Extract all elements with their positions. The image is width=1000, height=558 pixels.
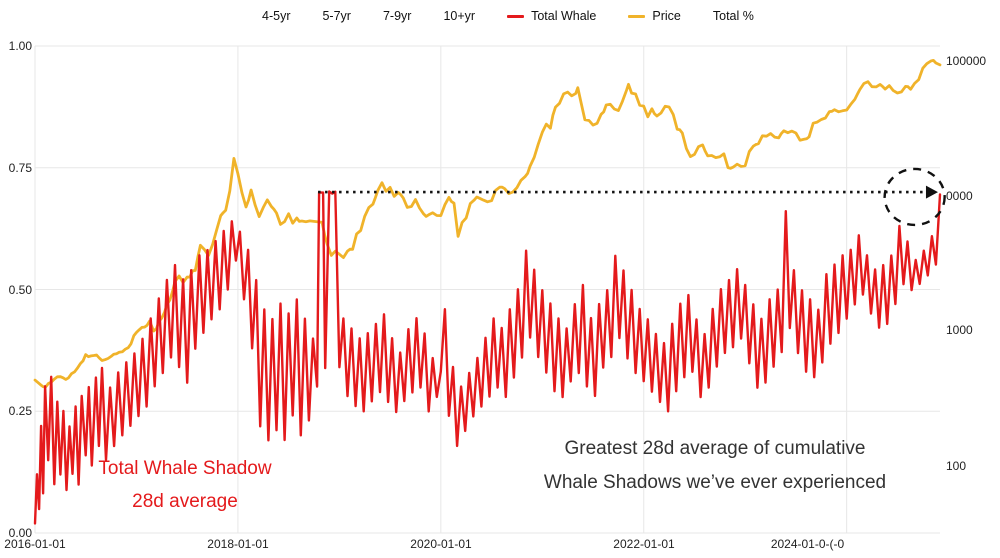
legend-item-total-whale[interactable]: Total Whale <box>507 9 596 23</box>
greatest-average-annotation-line1: Greatest 28d average of cumulative <box>564 438 866 459</box>
legend-item-7-9yr[interactable]: 7-9yr <box>382 9 412 23</box>
total-whale-line-marker-icon <box>507 14 525 18</box>
x-tick-2024: 2024-01-0-(-0 <box>770 537 845 551</box>
total-whale-line <box>33 190 942 525</box>
legend-item-5-7yr[interactable]: 5-7yr <box>322 9 351 23</box>
legend-item-price-label: Price <box>652 9 681 23</box>
legend-item-4-5yr[interactable]: 4-5yr <box>262 9 291 23</box>
arrowhead-icon <box>925 185 938 199</box>
greatest-average-annotation: Greatest 28d average of cumulative Whale… <box>485 432 945 500</box>
legend-item-total-pct[interactable]: Total % <box>712 9 754 23</box>
left-tick-0-00: 0.00 <box>8 526 32 540</box>
left-tick-0-25: 0.25 <box>8 404 32 418</box>
highlight-dashed-circle <box>883 167 946 227</box>
greatest-average-annotation-line2: Whale Shadows we’ve ever experienced <box>543 472 887 493</box>
whale-shadow-annotation-line2: 28d average <box>132 491 238 512</box>
left-tick-0-50: 0.50 <box>8 283 32 297</box>
whale-shadow-annotation: Total Whale Shadow 28d average <box>40 452 330 518</box>
x-tick-2018: 2018-01-01 <box>207 537 269 551</box>
legend-item-price[interactable]: Price <box>628 9 681 23</box>
x-tick-2020: 2020-01-01 <box>410 537 472 551</box>
left-tick-0-75: 0.75 <box>8 161 32 175</box>
right-tick-100000: 100000 <box>946 54 987 68</box>
right-tick-10000: 0000 <box>946 189 973 203</box>
price-line-marker-icon <box>628 14 646 18</box>
right-tick-100: 100 <box>946 459 967 473</box>
x-tick-2016: 2016-01-01 <box>4 537 66 551</box>
legend-item-total-whale-label: Total Whale <box>531 9 597 23</box>
x-tick-2022: 2022-01-01 <box>613 537 675 551</box>
left-tick-1-00: 1.00 <box>8 39 32 53</box>
right-tick-1000: 1000 <box>946 323 973 337</box>
whale-shadow-annotation-line1: Total Whale Shadow <box>98 458 272 479</box>
legend-item-10plus-yr[interactable]: 10+yr <box>443 9 476 23</box>
legend: 4-5yr 5-7yr 7-9yr 10+yr Total Whale Pric… <box>262 9 754 23</box>
